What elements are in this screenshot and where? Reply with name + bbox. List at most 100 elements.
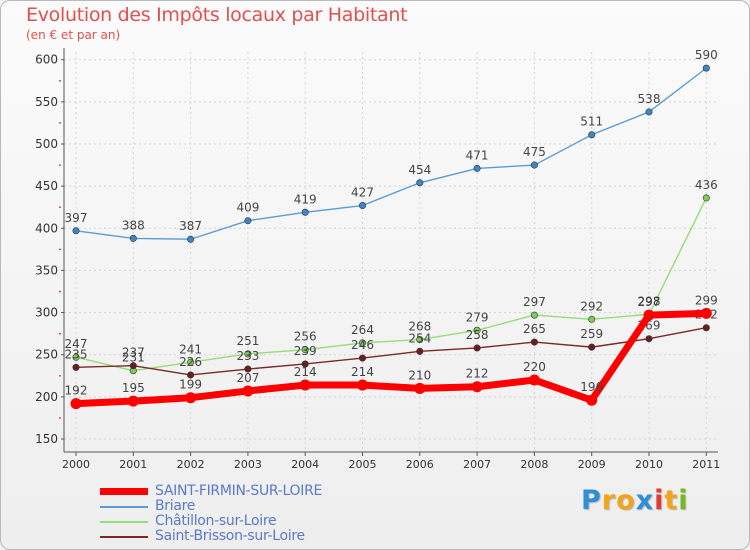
chart-title: Evolution des Impôts locaux par Habitant — [26, 4, 408, 26]
data-point — [471, 381, 483, 393]
data-label: 265 — [523, 322, 546, 336]
data-label: 241 — [179, 342, 202, 356]
x-tick-label: 2001 — [119, 458, 147, 471]
grid-lines — [64, 52, 718, 452]
data-point — [185, 392, 197, 404]
data-label: 251 — [236, 334, 259, 348]
data-label: 419 — [294, 192, 317, 206]
series-line — [72, 309, 710, 408]
logo-letter: i — [654, 485, 665, 516]
data-label: 409 — [236, 201, 259, 215]
legend-label: Briare — [155, 498, 196, 514]
data-point — [244, 350, 252, 358]
logo-letter: t — [664, 485, 679, 516]
data-label: 427 — [351, 186, 374, 200]
data-label: 388 — [122, 218, 145, 232]
data-label: 471 — [466, 148, 489, 162]
data-label: 207 — [236, 371, 259, 385]
data-label: 246 — [351, 338, 374, 352]
data-label: 192 — [65, 384, 88, 398]
data-point — [129, 234, 137, 242]
logo-letter: i — [678, 485, 689, 516]
y-tick-label: 500 — [35, 137, 58, 151]
data-label: 279 — [466, 310, 489, 324]
data-label: 511 — [580, 115, 603, 129]
data-point — [416, 179, 424, 187]
data-point — [72, 353, 80, 361]
data-label: 237 — [122, 346, 145, 360]
data-point — [70, 398, 82, 410]
data-point — [301, 346, 309, 354]
data-label: 195 — [122, 381, 145, 395]
data-label: 298 — [638, 294, 661, 308]
series-line — [75, 327, 707, 376]
data-label: 233 — [236, 349, 259, 363]
data-label: 538 — [638, 92, 661, 106]
logo-letter: P — [581, 485, 602, 516]
data-label: 235 — [65, 347, 88, 361]
y-tick-label: 450 — [35, 179, 58, 193]
data-point — [357, 379, 368, 391]
data-point — [588, 315, 596, 323]
y-tick-label: 200 — [35, 390, 58, 404]
y-tick-label: 550 — [35, 95, 58, 109]
data-label: 239 — [294, 344, 317, 358]
series-saint-brisson-sur-loire: 235237226233239246254258265259269282 — [65, 308, 718, 379]
series-ch-tillon-sur-loire: 247 231 241 251 256 264 268 279 297 292 298 436 — [65, 178, 718, 375]
data-label: 214 — [294, 365, 317, 379]
y-tick-label: 350 — [35, 263, 58, 277]
data-point — [244, 365, 252, 373]
data-point — [187, 235, 195, 243]
x-tick-label: 2009 — [578, 458, 606, 471]
data-point — [72, 227, 80, 235]
data-label: 214 — [351, 365, 374, 379]
data-label: 256 — [294, 330, 317, 344]
x-tick-label: 2007 — [463, 458, 491, 471]
data-label: 292 — [580, 299, 603, 313]
legend-label: SAINT-FIRMIN-SUR-LOIRE — [155, 483, 323, 499]
data-label: 210 — [408, 368, 431, 382]
logo-letter: x — [635, 485, 655, 516]
data-label: 231 — [122, 351, 145, 365]
data-label: 299 — [695, 293, 718, 307]
legend-swatch — [100, 536, 148, 538]
data-label: 259 — [580, 327, 603, 341]
data-label: 212 — [466, 367, 489, 381]
x-tick-label: 2010 — [635, 458, 663, 471]
data-label: 397 — [65, 211, 88, 225]
data-point — [702, 64, 710, 72]
x-tick-label: 2002 — [177, 458, 205, 471]
legend-swatch — [100, 488, 148, 495]
data-label: 199 — [179, 378, 202, 392]
data-point — [588, 131, 596, 139]
x-tick-label: 2000 — [62, 458, 90, 471]
data-label: 590 — [695, 48, 718, 62]
series-line — [75, 67, 707, 240]
data-point — [358, 354, 366, 362]
data-label: 264 — [351, 323, 374, 337]
data-label: 387 — [179, 219, 202, 233]
data-point — [586, 394, 598, 406]
data-point — [301, 208, 309, 216]
series-line — [75, 197, 707, 372]
y-tick-label: 400 — [35, 221, 58, 235]
data-point — [127, 395, 139, 407]
data-label: 454 — [408, 163, 431, 177]
data-point — [187, 358, 195, 366]
x-tick-label: 2011 — [692, 458, 720, 471]
legend-swatch — [100, 521, 148, 523]
data-point — [358, 339, 366, 347]
data-point — [416, 336, 424, 344]
x-tick-label: 2003 — [234, 458, 262, 471]
data-point — [416, 347, 424, 355]
data-point — [473, 344, 481, 352]
data-label: 297 — [638, 295, 661, 309]
data-point — [129, 362, 137, 370]
logo-letter: o — [616, 485, 636, 516]
data-label: 254 — [408, 331, 431, 345]
data-label: 436 — [695, 178, 718, 192]
data-point — [473, 164, 481, 172]
